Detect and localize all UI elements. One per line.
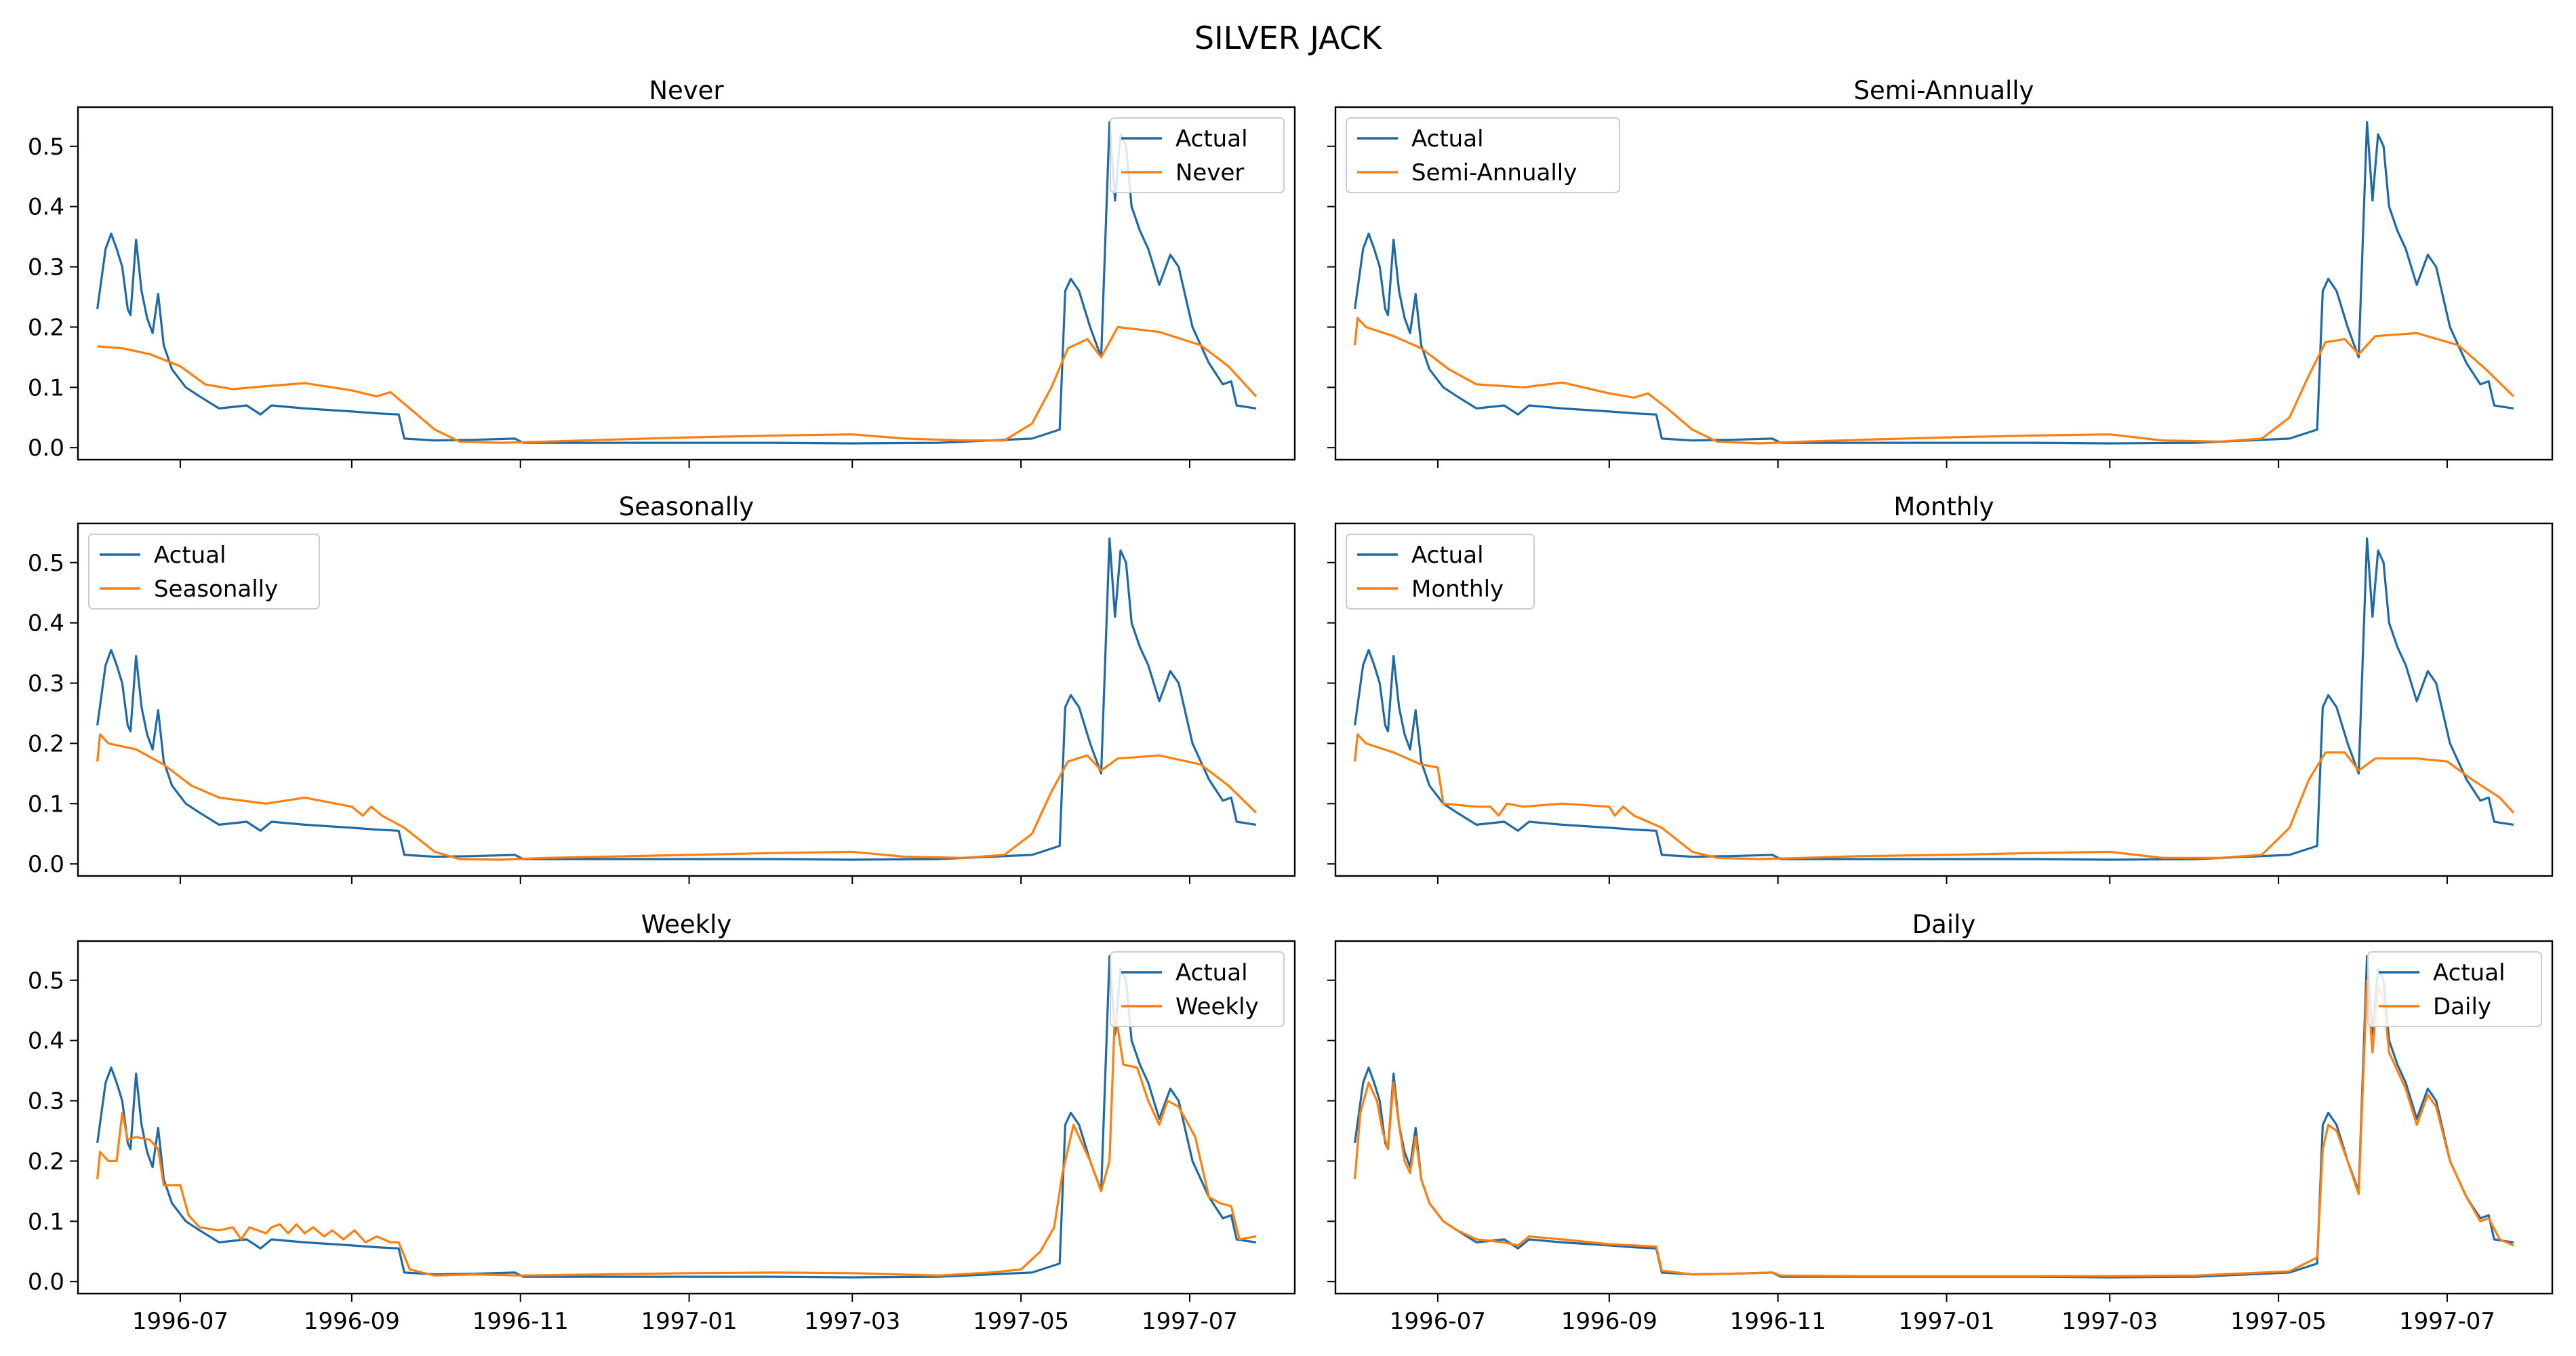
x-tick-label: 1997-03 [2061, 1308, 2158, 1335]
plot-frame [77, 522, 1296, 877]
series-group [96, 537, 1257, 861]
figure-title: SILVER JACK [1194, 20, 1383, 56]
legend-label: Daily [2433, 993, 2491, 1020]
plot-frame [1334, 522, 2554, 877]
y-tick-label: 0.1 [28, 374, 64, 401]
legend-label: Actual [1411, 542, 1484, 569]
legend-box [1346, 117, 1620, 193]
x-tick-label: 1997-01 [641, 1308, 738, 1335]
x-tick-label: 1996-09 [1561, 1308, 1657, 1335]
panel-title: Semi-Annually [1854, 76, 2034, 105]
series-line-actual [1354, 537, 2514, 861]
series-group [96, 955, 1257, 1279]
y-tick-label: 0.1 [28, 1208, 64, 1235]
panel-title: Seasonally [619, 492, 754, 521]
legend: Actual Monthly [1346, 534, 1535, 610]
y-tick-label: 0.2 [28, 314, 64, 341]
legend: Actual Semi-Annually [1346, 117, 1620, 193]
panel-seasonally: Seasonally 0.0 0.1 0.2 0.3 0.4 0.5 Actual Season… [28, 492, 1296, 884]
panel-daily: Daily 1996-07 1996-09 1996-11 1997-01 1997-03… [1327, 910, 2554, 1335]
x-tick-label: 1996-07 [1390, 1308, 1486, 1335]
y-tick-label: 0.4 [28, 1028, 64, 1055]
legend-label: Actual [1175, 959, 1248, 986]
panel-title: Monthly [1893, 492, 1994, 521]
series-line-actual [96, 121, 1257, 445]
x-tick-label: 1997-07 [1142, 1308, 1238, 1335]
panel-title: Never [649, 76, 724, 105]
y-tick-label: 0.3 [28, 254, 64, 281]
plot-frame [1334, 106, 2554, 461]
y-tick-label: 0.5 [28, 550, 64, 577]
legend-box [1110, 951, 1285, 1027]
y-tick-label: 0.0 [28, 851, 64, 878]
series-group [1354, 121, 2515, 445]
series-line-monthly [1354, 733, 2515, 860]
series-line-daily [1354, 979, 2514, 1277]
series-group [1354, 537, 2515, 861]
legend-box [88, 534, 320, 610]
y-tick-label: 0.0 [28, 435, 64, 462]
legend-label: Actual [2433, 959, 2505, 986]
legend: Actual Weekly [1110, 951, 1285, 1027]
x-tick-label: 1996-11 [472, 1308, 569, 1335]
panel-never: Never 0.0 0.1 0.2 0.3 0.4 0.5 Actual Never [28, 76, 1296, 468]
y-tick-label: 0.4 [28, 610, 64, 637]
y-tick-label: 0.3 [28, 671, 64, 698]
legend-label: Semi-Annually [1411, 159, 1577, 186]
y-tick-label: 0.0 [28, 1269, 64, 1296]
legend-label: Actual [154, 542, 226, 569]
x-tick-label: 1997-01 [1899, 1308, 1995, 1335]
y-tick-label: 0.2 [28, 1148, 64, 1175]
series-line-semi-annually [1354, 317, 2515, 445]
panel-title: Daily [1912, 910, 1976, 939]
plot-frame [77, 940, 1296, 1295]
legend-box [2367, 951, 2542, 1027]
series-line-weekly [96, 1009, 1257, 1277]
legend-label: Actual [1175, 125, 1248, 153]
panel-title: Weekly [641, 910, 732, 939]
series-group [1354, 955, 2514, 1279]
series-line-actual [1354, 121, 2514, 445]
series-group [96, 121, 1257, 445]
y-tick-label: 0.4 [28, 194, 64, 221]
legend-label: Seasonally [154, 576, 278, 603]
legend-box [1346, 534, 1535, 610]
panel-weekly: Weekly 0.0 0.1 0.2 0.3 0.4 0.5 1996-07 1996-09 19… [28, 910, 1296, 1335]
x-tick-label: 1997-05 [973, 1308, 1069, 1335]
y-tick-label: 0.1 [28, 791, 64, 818]
y-tick-label: 0.5 [28, 968, 64, 995]
y-tick-label: 0.5 [28, 134, 64, 161]
x-tick-label: 1997-07 [2399, 1308, 2495, 1335]
legend-label: Actual [1411, 125, 1484, 153]
series-line-never [97, 325, 1257, 444]
legend-box [1110, 117, 1285, 193]
legend: Actual Never [1110, 117, 1285, 193]
panels: Never 0.0 0.1 0.2 0.3 0.4 0.5 Actual Never Semi-A… [28, 76, 2554, 1335]
panel-monthly: Monthly Actual Monthly [1327, 492, 2554, 884]
panel-semi-annually: Semi-Annually Actual Semi-Annually [1327, 76, 2554, 468]
x-tick-label: 1997-05 [2230, 1308, 2327, 1335]
plot-frame [1334, 940, 2554, 1295]
series-line-actual [96, 537, 1257, 861]
y-tick-label: 0.3 [28, 1088, 64, 1115]
x-tick-label: 1996-07 [132, 1308, 228, 1335]
x-tick-label: 1996-09 [304, 1308, 400, 1335]
legend-label: Monthly [1411, 576, 1504, 603]
legend-label: Never [1175, 159, 1244, 186]
series-line-seasonally [96, 733, 1257, 861]
plot-frame [77, 106, 1296, 461]
legend-label: Weekly [1175, 993, 1259, 1020]
x-tick-label: 1997-03 [804, 1308, 900, 1335]
legend: Actual Daily [2367, 951, 2542, 1027]
series-line-actual [96, 955, 1257, 1279]
legend: Actual Seasonally [88, 534, 320, 610]
x-tick-label: 1996-11 [1730, 1308, 1826, 1335]
y-tick-label: 0.2 [28, 730, 64, 757]
